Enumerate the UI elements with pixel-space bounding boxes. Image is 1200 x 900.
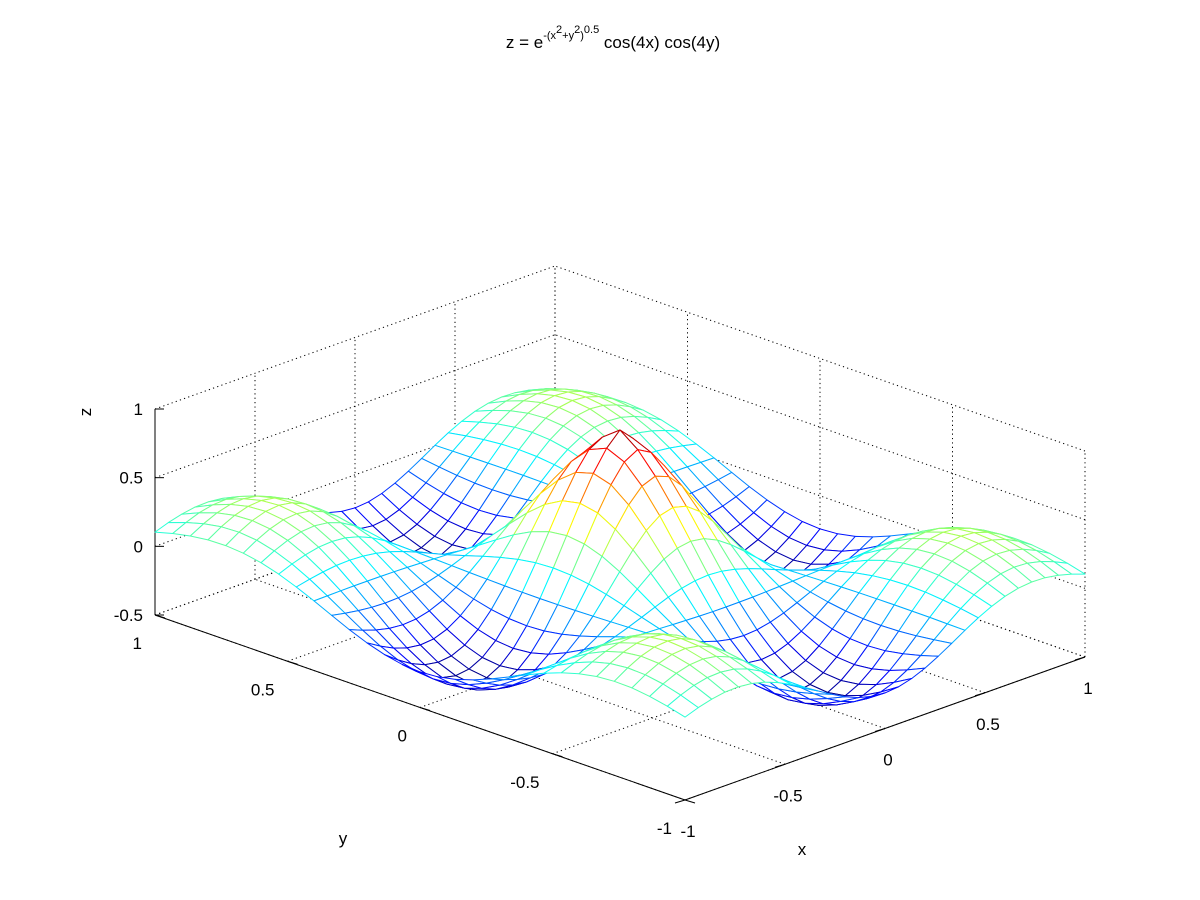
y-tick-mark [552, 753, 563, 758]
surface-mesh [154, 388, 1086, 718]
x-tick-label: 1 [1083, 679, 1092, 698]
y-tick-mark [154, 614, 166, 619]
x-tick-label: -1 [680, 822, 695, 841]
side-wall-grid-z [554, 265, 1086, 452]
back-wall-grid-z [154, 334, 556, 479]
x-tick-label: -0.5 [773, 786, 802, 805]
y-tick-mark [684, 799, 696, 804]
x-tick-mark [874, 728, 886, 732]
y-tick-label: -0.5 [510, 773, 539, 792]
z-tick-label: 0.5 [119, 469, 143, 488]
x-tick-mark [974, 692, 986, 697]
z-tick-label: -0.5 [114, 606, 143, 625]
x-tick-mark [774, 763, 786, 768]
z-tick-label: 0 [134, 537, 143, 556]
back-wall-grid-z [154, 265, 556, 410]
y-tick-label: 1 [133, 634, 142, 653]
y-tick-label: 0.5 [251, 680, 275, 699]
x-tick-mark [1074, 656, 1086, 661]
chart-title: z = e-(x2+y2)0.5 cos(4x) cos(4y) [506, 24, 720, 52]
tick-labels: -0.5 0 0.5 1 -1 -0.5 0 0.5 1 -1 -0.5 0 0.5 1 [114, 400, 1093, 841]
y-tick-mark [419, 707, 431, 711]
side-wall-grid-z [554, 334, 1086, 521]
x-tick-label: 0.5 [976, 715, 1000, 734]
x-tick-mark [674, 799, 686, 804]
y-tick-mark [287, 660, 298, 665]
x-axis-label: x [798, 840, 807, 859]
surface-mesh-cell [666, 694, 699, 718]
y-tick-label: 0 [398, 727, 407, 746]
y-axis-label: y [339, 829, 348, 848]
axes [154, 408, 1086, 804]
z-tick-label: 1 [134, 400, 143, 419]
y-tick-label: -1 [657, 819, 672, 838]
x-tick-label: 0 [883, 751, 892, 770]
z-axis-label: z [76, 408, 95, 417]
side-wall-grid-z [554, 471, 1086, 658]
floor-grid-x [254, 578, 786, 765]
